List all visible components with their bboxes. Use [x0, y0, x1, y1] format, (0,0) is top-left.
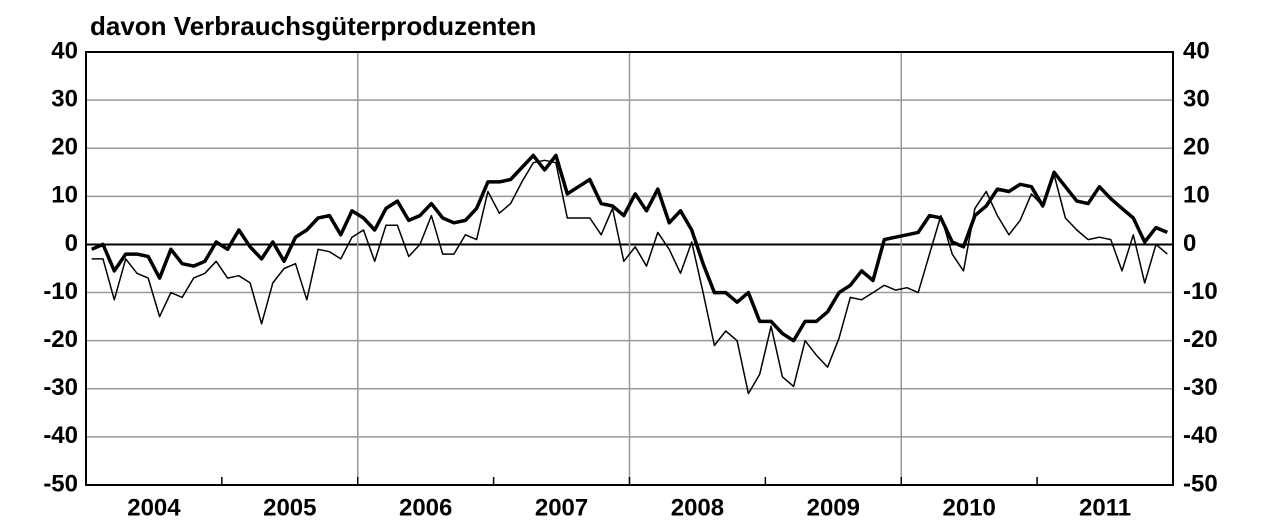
y2-tick-label: 0	[1183, 230, 1196, 257]
x-tick-label: 2005	[263, 494, 316, 521]
x-tick-label: 2008	[671, 494, 724, 521]
x-tick-label: 2006	[399, 494, 452, 521]
y-tick-label: 10	[51, 182, 78, 209]
y2-tick-label: 20	[1183, 134, 1210, 161]
x-tick-label: 2010	[942, 494, 995, 521]
y-tick-label: 30	[51, 85, 78, 112]
y-tick-label: -10	[43, 278, 78, 305]
y2-tick-label: 40	[1183, 37, 1210, 64]
y2-tick-label: -50	[1183, 470, 1218, 497]
y2-tick-label: -10	[1183, 278, 1218, 305]
x-tick-label: 2009	[807, 494, 860, 521]
y-tick-label: 0	[65, 230, 78, 257]
series-line	[91, 153, 1168, 343]
y-tick-label: 20	[51, 134, 78, 161]
y2-tick-label: -20	[1183, 326, 1218, 353]
y-tick-label: -50	[43, 470, 78, 497]
y-tick-label: -40	[43, 422, 78, 449]
y2-tick-label: -30	[1183, 374, 1218, 401]
plot-frame	[85, 51, 1174, 486]
y2-tick-label: 10	[1183, 182, 1210, 209]
x-tick-label: 2007	[535, 494, 588, 521]
y2-tick-label: -40	[1183, 422, 1218, 449]
series-line	[91, 159, 1168, 395]
y2-tick-label: 30	[1183, 85, 1210, 112]
y-tick-label: -30	[43, 374, 78, 401]
x-tick-label: 2004	[127, 494, 181, 521]
y-tick-label: 40	[51, 37, 78, 64]
y-tick-label: -20	[43, 326, 78, 353]
x-tick-label: 2011	[1079, 494, 1131, 521]
chart-title: davon Verbrauchsgüterproduzenten	[90, 11, 536, 41]
